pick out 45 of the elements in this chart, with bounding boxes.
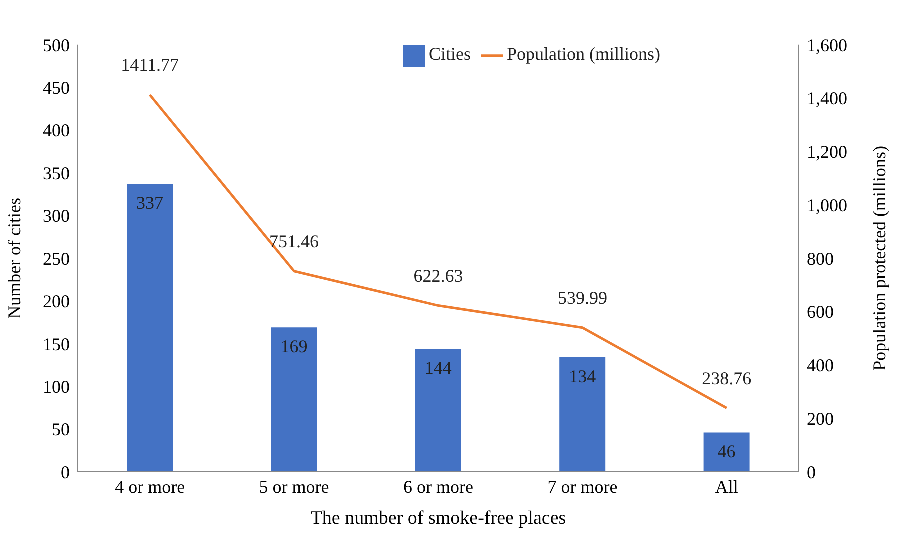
y2-tick-label: 600 [807,302,834,322]
y-tick-label: 100 [43,376,70,397]
y-tick-label: 400 [43,120,70,141]
y-tick-label: 0 [61,462,70,482]
data-label: 539.99 [558,288,608,308]
bar [704,432,750,472]
x-tick-label: All [715,476,738,497]
data-label: 1411.77 [121,55,180,76]
y-tick-label: 150 [43,334,70,354]
bar [271,328,318,472]
y-tick-label: 500 [43,35,70,56]
data-label: 46 [718,441,736,462]
x-tick-label: 4 or more [115,476,186,497]
y-tick-label: 250 [43,248,70,269]
data-label: 238.76 [702,368,752,388]
data-label: 134 [569,366,596,386]
data-label: 622.63 [414,266,464,286]
y2-tick-label: 800 [807,248,834,269]
x-tick-label: 7 or more [548,476,618,497]
y2-tick-label: 1,600 [807,35,848,56]
y-tick-label: 450 [43,78,70,98]
data-label: 337 [136,192,164,213]
data-label: 751.46 [270,231,320,252]
bar [127,184,173,472]
y-tick-label: 200 [43,292,70,312]
y2-tick-label: 1,200 [807,142,848,162]
data-label: 144 [424,358,452,378]
data-label: 169 [280,336,308,356]
y-tick-label: 300 [43,206,70,226]
y-tick-label: 50 [52,420,70,440]
bar [560,358,606,472]
y2-tick-label: 400 [807,356,834,376]
x-tick-label: 5 or more [259,476,330,497]
y-tick-label: 350 [43,163,70,184]
legend-label: Population (millions) [507,44,661,64]
y2-tick-label: 1,400 [807,88,848,109]
x-tick-label: 6 or more [404,476,474,497]
y2-tick-label: 0 [807,462,816,482]
legend-label: Cities [429,44,472,64]
y2-tick-label: 1,000 [807,195,848,216]
y2-tick-label: 200 [807,409,834,429]
y-axis-title: Number of cities [4,198,24,319]
bar [415,348,462,472]
x-axis-title: The number of smoke-free places [310,508,566,529]
y2-axis-title: Population protected (millions) [869,146,890,371]
